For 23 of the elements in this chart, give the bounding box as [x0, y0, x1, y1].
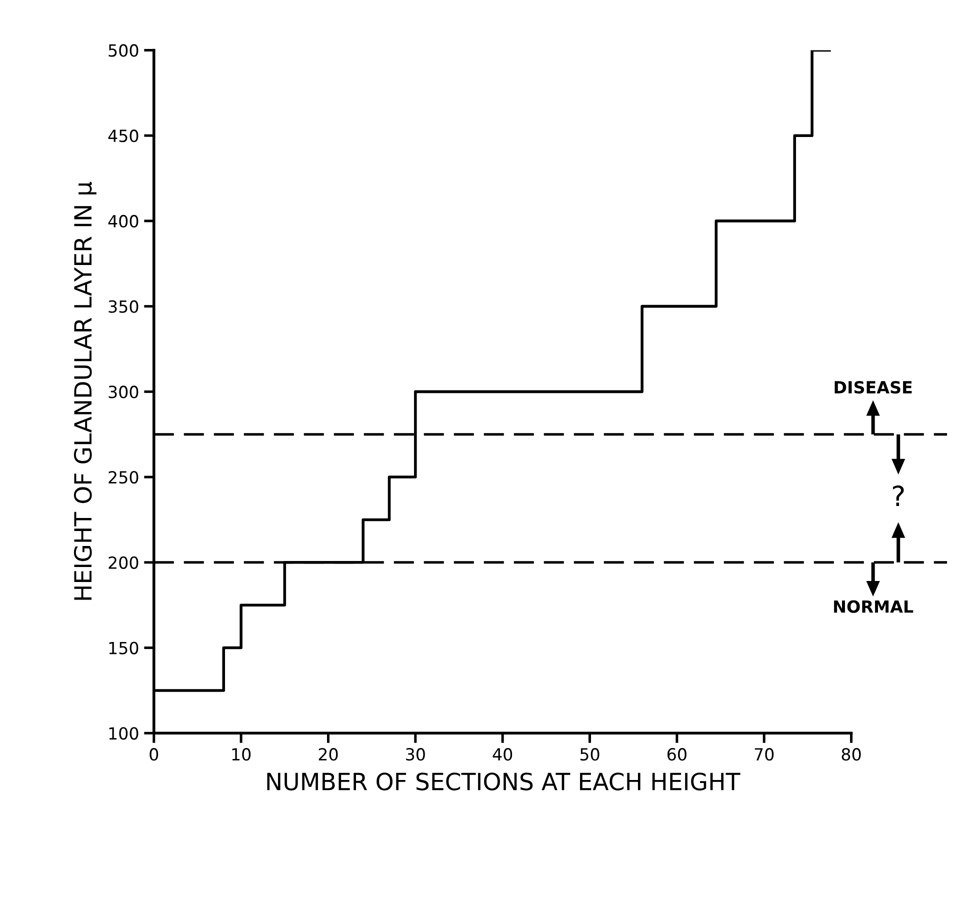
x-tick-label: 60	[667, 748, 686, 761]
x-tick-label: 0	[150, 748, 158, 761]
x-tick-label: 40	[492, 748, 512, 761]
y-tick-label: 500	[108, 44, 138, 57]
y-tick-label: 150	[109, 642, 138, 654]
ref-line-label: DISEASE	[834, 380, 912, 394]
y-tick-label: 200	[108, 556, 138, 569]
y-tick-label: 250	[108, 471, 138, 484]
x-tick-label: 50	[580, 748, 600, 761]
y-tick-label: 400	[108, 214, 138, 228]
x-tick-label: 10	[232, 748, 251, 761]
x-axis-title: NUMBER OF SECTIONS AT EACH HEIGHT	[267, 772, 740, 790]
x-tick-label: 70	[754, 748, 774, 761]
y-tick-label: 350	[108, 300, 138, 313]
x-tick-label: 80	[842, 748, 861, 761]
y-tick-label: 300	[108, 386, 138, 398]
text: ?	[892, 485, 904, 506]
y-axis-title: HEIGHT OF GLANDULAR LAYER IN μ	[74, 182, 96, 600]
x-tick-label: 30	[406, 748, 425, 761]
legend-label: NORMAL	[834, 600, 914, 613]
y-tick-label: 100	[109, 727, 138, 740]
y-tick-label: 450	[108, 130, 138, 142]
x-tick-label: 20	[318, 748, 338, 761]
